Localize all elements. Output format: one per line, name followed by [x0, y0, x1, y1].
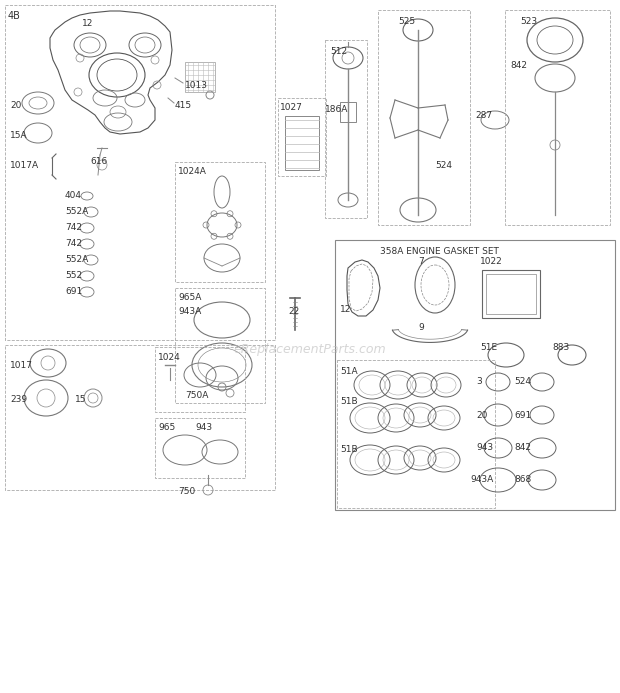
Text: 1024: 1024: [158, 353, 181, 362]
Text: 1013: 1013: [185, 80, 208, 89]
Text: 287: 287: [475, 110, 492, 119]
Text: 965A: 965A: [178, 294, 202, 303]
Text: 51B: 51B: [340, 446, 358, 455]
Text: 750A: 750A: [185, 390, 208, 399]
Text: 552A: 552A: [65, 256, 88, 265]
Text: 4B: 4B: [8, 11, 21, 21]
Bar: [175, 288, 265, 403]
Bar: [5, 345, 275, 490]
Bar: [378, 10, 470, 225]
Text: 943A: 943A: [178, 308, 202, 317]
Text: 691: 691: [514, 410, 531, 419]
Text: 12: 12: [82, 19, 94, 28]
Bar: [335, 240, 615, 510]
Bar: [340, 102, 356, 122]
Bar: [155, 418, 245, 478]
Text: 20: 20: [10, 100, 21, 109]
Bar: [486, 274, 536, 314]
Bar: [285, 116, 319, 170]
Text: 20: 20: [476, 410, 487, 419]
Text: 22: 22: [288, 308, 299, 317]
Text: eReplacementParts.com: eReplacementParts.com: [234, 344, 386, 356]
Text: 51E: 51E: [480, 344, 497, 353]
Text: 552: 552: [65, 272, 82, 281]
Bar: [325, 40, 367, 218]
Text: 15: 15: [75, 396, 87, 405]
Text: 750: 750: [178, 487, 195, 496]
Text: 691: 691: [65, 288, 82, 297]
Text: 552A: 552A: [65, 207, 88, 216]
Text: 15A: 15A: [10, 130, 28, 139]
Text: 842: 842: [510, 60, 527, 69]
Text: 239: 239: [10, 396, 27, 405]
Text: 523: 523: [520, 17, 537, 26]
Text: 512: 512: [330, 48, 347, 57]
Text: 51B: 51B: [340, 398, 358, 407]
Text: 616: 616: [90, 157, 107, 166]
Text: 742: 742: [65, 240, 82, 249]
Text: 965: 965: [158, 423, 175, 432]
Bar: [337, 360, 495, 508]
Text: 1027: 1027: [280, 103, 303, 112]
Bar: [175, 162, 265, 282]
Text: 3: 3: [476, 378, 482, 387]
Bar: [278, 98, 326, 176]
Text: 1022: 1022: [480, 258, 503, 267]
Text: 842: 842: [514, 444, 531, 453]
Text: 9: 9: [418, 324, 423, 333]
Text: 51A: 51A: [340, 367, 358, 376]
Text: 12: 12: [340, 306, 352, 315]
Bar: [5, 5, 275, 340]
Text: 525: 525: [398, 17, 415, 26]
Text: 524: 524: [435, 161, 452, 170]
Bar: [155, 347, 245, 412]
Text: 883: 883: [552, 344, 569, 353]
Bar: [482, 270, 540, 318]
Text: 943A: 943A: [470, 475, 494, 484]
Text: 742: 742: [65, 224, 82, 232]
Bar: [505, 10, 610, 225]
Text: 7: 7: [418, 258, 423, 267]
Text: 404: 404: [65, 191, 82, 200]
Text: 868: 868: [514, 475, 531, 484]
Text: 358A ENGINE GASKET SET: 358A ENGINE GASKET SET: [380, 247, 499, 256]
Text: 1017A: 1017A: [10, 161, 39, 170]
Text: 524: 524: [514, 378, 531, 387]
Text: 415: 415: [175, 100, 192, 109]
Bar: [185, 62, 215, 92]
Text: 1024A: 1024A: [178, 168, 207, 177]
Text: 1017: 1017: [10, 360, 33, 369]
Text: 186A: 186A: [325, 105, 348, 114]
Text: 943: 943: [195, 423, 212, 432]
Text: 943: 943: [476, 444, 493, 453]
